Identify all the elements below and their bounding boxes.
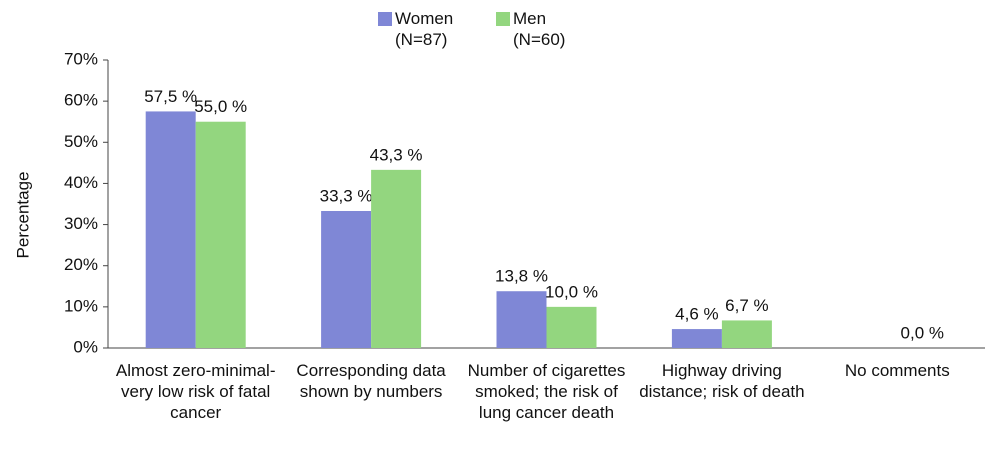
value-label: 55,0 %	[194, 97, 247, 116]
x-tick-label: No comments	[844, 361, 950, 380]
y-tick-label: 30%	[64, 214, 98, 233]
value-label: 13,8 %	[495, 267, 548, 286]
x-tick-label: Number of cigarettes smoked; the risk of…	[467, 361, 626, 422]
legend-swatch	[378, 12, 392, 26]
legend-label: Men (N=60)	[513, 9, 566, 49]
y-tick-label: 60%	[64, 91, 98, 110]
x-tick-label: Almost zero-minimal-very low risk of fat…	[115, 361, 276, 422]
value-label: 6,7 %	[725, 296, 768, 315]
bar	[546, 306, 597, 348]
value-label: 4,6 %	[675, 305, 718, 324]
bar	[721, 320, 772, 348]
y-tick-label: 40%	[64, 173, 98, 192]
bar	[145, 111, 196, 348]
bar	[321, 210, 372, 348]
value-label: 33,3 %	[320, 186, 373, 205]
bar	[671, 329, 722, 348]
value-label: 0,0 %	[901, 323, 944, 342]
y-axis-label: Percentage	[13, 172, 32, 259]
bar	[496, 291, 547, 348]
y-tick-label: 50%	[64, 132, 98, 151]
y-tick-label: 10%	[64, 296, 98, 315]
bar	[195, 121, 246, 348]
bar	[371, 169, 422, 348]
value-label: 10,0 %	[545, 282, 598, 301]
x-tick-label: Corresponding data shown by numbers	[296, 361, 446, 401]
legend-label: Women (N=87)	[395, 9, 454, 49]
y-tick-label: 0%	[73, 337, 98, 356]
y-tick-label: 20%	[64, 255, 98, 274]
value-label: 57,5 %	[144, 87, 197, 106]
value-label: 43,3 %	[370, 145, 423, 164]
x-tick-label: Highway driving distance; risk of death	[639, 361, 805, 401]
legend-swatch	[496, 12, 510, 26]
y-tick-label: 70%	[64, 49, 98, 68]
